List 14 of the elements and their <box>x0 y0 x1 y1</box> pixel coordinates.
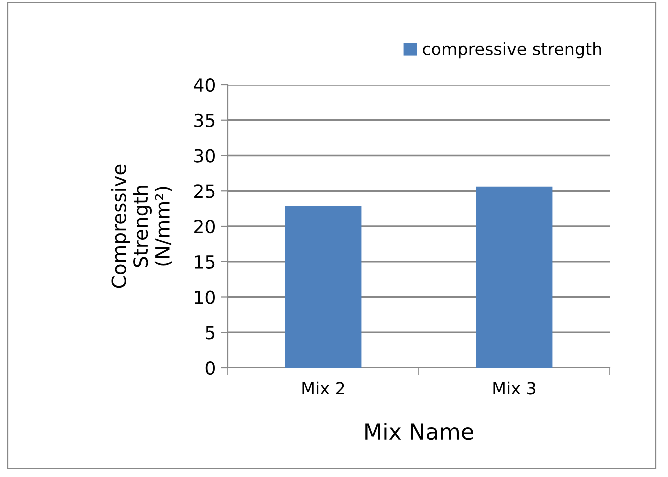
y-tick-label: 20 <box>194 220 215 234</box>
y-axis-title: Compressive Strength (N/mm²) <box>111 164 172 288</box>
y-tick-label: 25 <box>194 184 215 198</box>
y-tick-label: 15 <box>195 256 215 269</box>
y-tick-label: 35 <box>194 114 215 128</box>
legend-label: compressive strength <box>423 42 602 59</box>
x-axis-title: Mix Name <box>366 423 474 440</box>
y-tick-label: 30 <box>194 149 215 163</box>
y-tick-label: 5 <box>206 326 215 340</box>
y-tick-label: 0 <box>206 361 215 376</box>
x-tick-label: Mix 2 <box>302 382 344 395</box>
y-tick-label: 40 <box>194 78 215 92</box>
y-tick-label: 10 <box>195 290 215 304</box>
x-tick-label: Mix 3 <box>494 382 536 395</box>
